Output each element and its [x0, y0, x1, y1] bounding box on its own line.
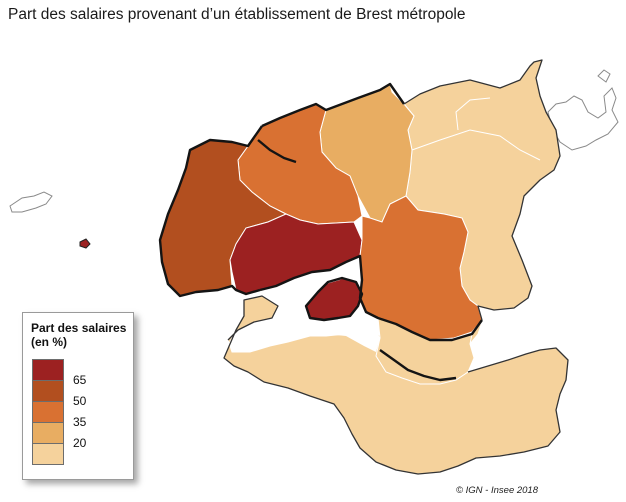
legend-swatch-65plus: [32, 359, 64, 381]
outside-coast-north: [547, 87, 619, 151]
coastline-estuary: [379, 349, 457, 382]
molene-island: [79, 238, 91, 249]
coastline-north: [261, 82, 405, 128]
legend-title-line1: Part des salaires: [31, 321, 127, 335]
coastline-east: [403, 59, 561, 321]
coastline-south: [223, 295, 569, 475]
legend-swatch-35-50: [32, 401, 64, 423]
ouessant-island: [9, 191, 53, 213]
boundary-inner-2: [455, 97, 491, 131]
legend-swatch-20-35: [32, 422, 64, 444]
legend-tick-50: 50: [73, 394, 87, 408]
legend-title: Part des salaires (en %): [31, 321, 131, 349]
legend-swatch-50-65: [32, 380, 64, 402]
legend: Part des salaires (en %) 65 50 35 20: [22, 312, 134, 480]
legend-tick-20: 20: [73, 436, 87, 450]
coastline-aber: [257, 139, 297, 164]
boundary-inner-3: [469, 343, 501, 361]
coastline-plougastel: [304, 276, 364, 322]
legend-swatch-under20: [32, 443, 64, 465]
copyright-credit: © IGN - Insee 2018: [456, 485, 538, 496]
outside-coast-northeast: [597, 69, 611, 83]
legend-tick-65: 65: [73, 373, 87, 387]
coastline-west: [158, 125, 263, 298]
legend-title-line2: (en %): [31, 335, 67, 349]
map-title: Part des salaires provenant d’un établis…: [8, 6, 466, 23]
boundary-inner-1: [411, 129, 541, 161]
legend-tick-35: 35: [73, 415, 87, 429]
